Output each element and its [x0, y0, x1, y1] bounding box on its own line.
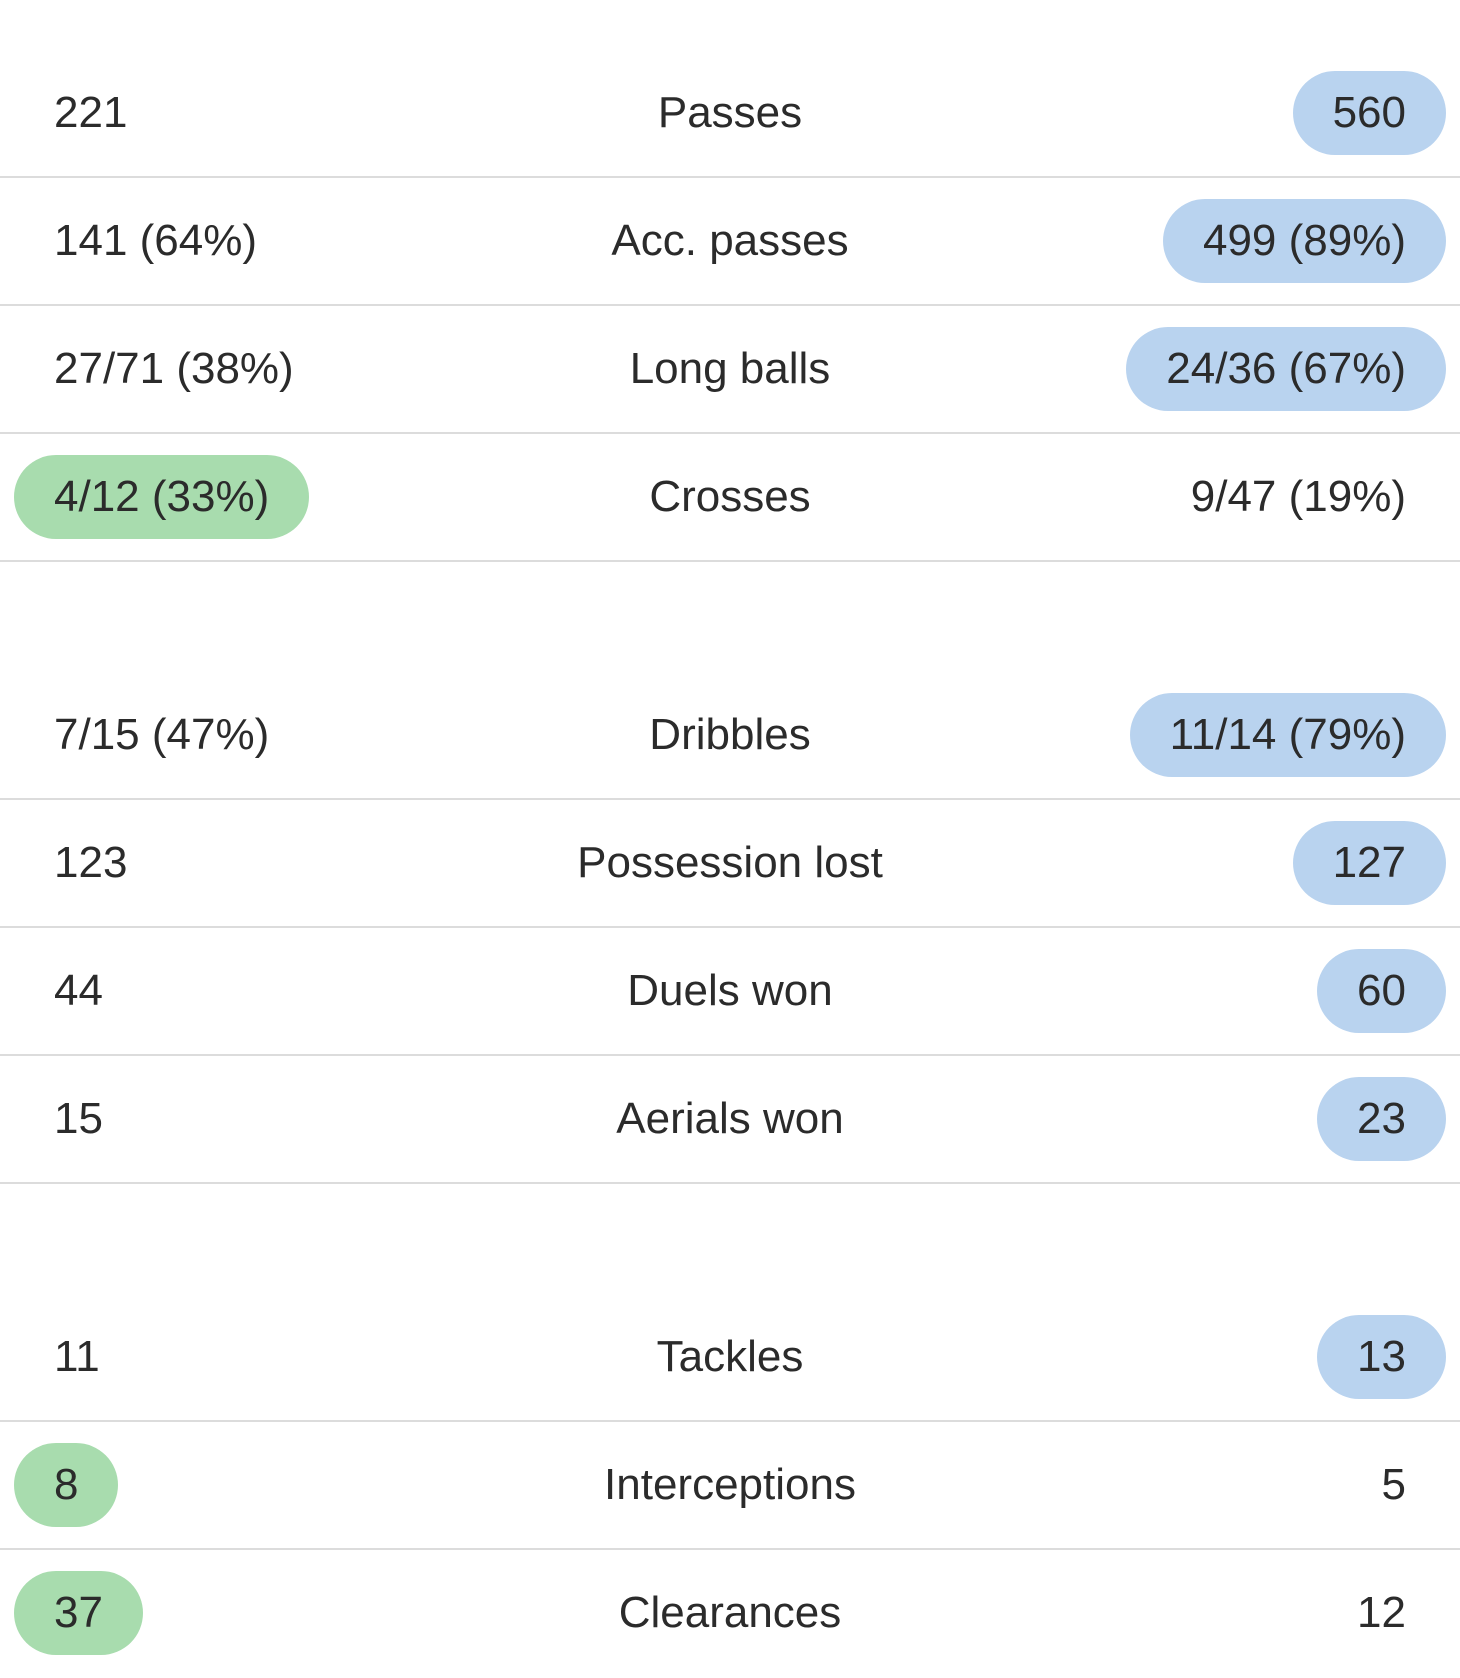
stats-group-passing: 221 Passes 560 141 (64%) Acc. passes 499… [0, 50, 1460, 562]
stat-row-acc-passes: 141 (64%) Acc. passes 499 (89%) [0, 178, 1460, 306]
stat-label: Interceptions [604, 1460, 856, 1509]
away-value: 12 [1357, 1588, 1406, 1637]
away-value: 9/47 (19%) [1190, 472, 1406, 521]
home-cell: 15 [14, 1056, 143, 1182]
stat-row-clearances: 37 Clearances 12 [0, 1550, 1460, 1678]
away-cell: 5 [1342, 1422, 1446, 1548]
stat-row-tackles: 11 Tackles 13 [0, 1294, 1460, 1422]
home-cell: 27/71 (38%) [14, 306, 334, 432]
away-value: 499 (89%) [1162, 199, 1446, 283]
stat-row-crosses: 4/12 (33%) Crosses 9/47 (19%) [0, 434, 1460, 562]
away-value: 23 [1317, 1077, 1446, 1161]
home-value: 27/71 (38%) [54, 344, 294, 393]
home-cell: 11 [14, 1294, 140, 1420]
home-cell: 7/15 (47%) [14, 672, 309, 798]
stat-label: Aerials won [616, 1094, 844, 1143]
away-value: 60 [1317, 949, 1446, 1033]
stat-row-duels-won: 44 Duels won 60 [0, 928, 1460, 1056]
home-value: 11 [54, 1332, 100, 1381]
home-cell: 8 [14, 1422, 119, 1548]
away-cell: 13 [1317, 1294, 1446, 1420]
home-cell: 221 [14, 50, 167, 176]
away-value: 5 [1381, 1460, 1406, 1509]
stats-group-duels: 7/15 (47%) Dribbles 11/14 (79%) 123 Poss… [0, 672, 1460, 1184]
away-value: 13 [1317, 1315, 1446, 1399]
stat-row-long-balls: 27/71 (38%) Long balls 24/36 (67%) [0, 306, 1460, 434]
away-cell: 9/47 (19%) [1151, 434, 1446, 560]
home-value: 221 [54, 88, 128, 137]
away-value: 560 [1292, 71, 1446, 155]
home-value: 15 [54, 1094, 103, 1143]
home-value: 123 [54, 838, 128, 887]
stat-row-dribbles: 7/15 (47%) Dribbles 11/14 (79%) [0, 672, 1460, 800]
home-value: 4/12 (33%) [14, 455, 310, 539]
stat-label: Possession lost [577, 838, 883, 887]
stat-row-possession-lost: 123 Possession lost 127 [0, 800, 1460, 928]
away-value: 11/14 (79%) [1129, 693, 1446, 777]
stat-label: Passes [657, 88, 803, 137]
home-value: 44 [54, 966, 103, 1015]
home-cell: 141 (64%) [14, 178, 297, 304]
stat-label: Clearances [618, 1588, 842, 1637]
home-cell: 123 [14, 800, 167, 926]
home-value: 141 (64%) [54, 216, 258, 265]
home-cell: 4/12 (33%) [14, 434, 310, 560]
away-value: 127 [1292, 821, 1446, 905]
stat-row-passes: 221 Passes 560 [0, 50, 1460, 178]
away-cell: 23 [1317, 1056, 1446, 1182]
stat-label: Tackles [656, 1332, 804, 1381]
away-cell: 127 [1292, 800, 1446, 926]
stats-group-defending: 11 Tackles 13 8 Interceptions 5 37 Clear… [0, 1294, 1460, 1678]
home-cell: 44 [14, 928, 143, 1054]
away-value: 24/36 (67%) [1126, 327, 1446, 411]
home-value: 7/15 (47%) [54, 710, 270, 759]
away-cell: 24/36 (67%) [1126, 306, 1446, 432]
away-cell: 560 [1292, 50, 1446, 176]
home-value: 8 [14, 1443, 119, 1527]
away-cell: 499 (89%) [1162, 178, 1446, 304]
away-cell: 11/14 (79%) [1129, 672, 1446, 798]
stat-label: Duels won [627, 966, 833, 1015]
stat-row-interceptions: 8 Interceptions 5 [0, 1422, 1460, 1550]
home-value: 37 [14, 1571, 143, 1655]
home-cell: 37 [14, 1550, 143, 1676]
away-cell: 12 [1317, 1550, 1446, 1676]
stat-row-aerials-won: 15 Aerials won 23 [0, 1056, 1460, 1184]
away-cell: 60 [1317, 928, 1446, 1054]
